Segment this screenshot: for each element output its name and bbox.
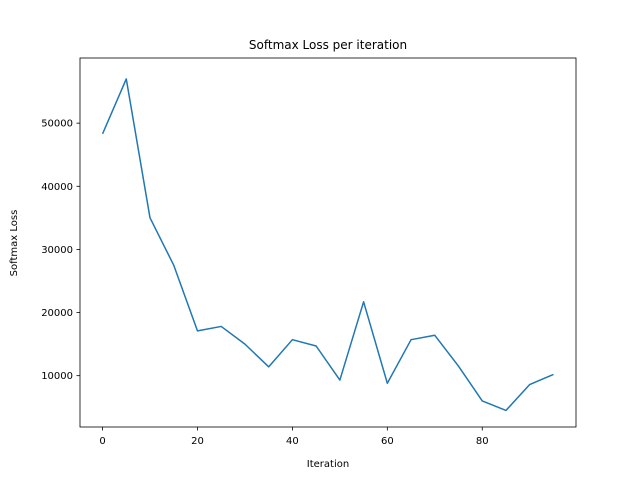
series-line <box>101 78 554 412</box>
plot-frame <box>79 57 577 428</box>
y-tick-label: 30000 <box>41 245 73 256</box>
x-tick-label: 80 <box>476 436 489 447</box>
y-axis-label: Softmax Loss <box>9 210 20 277</box>
chart-title: Softmax Loss per iteration <box>249 38 407 52</box>
plot-area: 0 20 40 60 80 10000 20000 30000 40000 50000 <box>41 78 554 447</box>
x-tick-label: 40 <box>286 436 299 447</box>
x-tick-label: 20 <box>191 436 204 447</box>
y-tick-label: 20000 <box>41 308 73 319</box>
x-tick-label: 60 <box>381 436 394 447</box>
y-tick-label: 10000 <box>41 371 73 382</box>
y-tick-label: 40000 <box>41 182 73 193</box>
x-axis-label: Iteration <box>307 459 349 470</box>
x-tick-label: 0 <box>99 436 105 447</box>
y-tick-label: 50000 <box>41 119 73 130</box>
